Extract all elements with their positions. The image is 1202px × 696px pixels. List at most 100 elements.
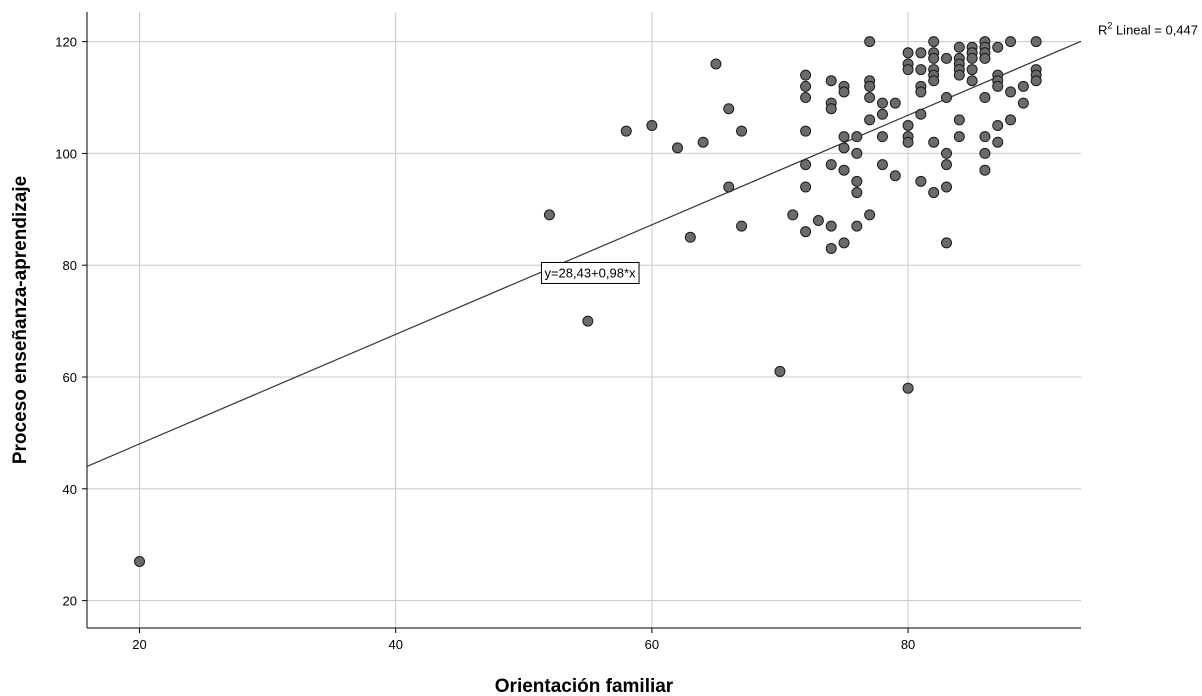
data-point	[902, 64, 914, 76]
grid-lines	[87, 12, 1081, 628]
data-point	[825, 242, 837, 254]
y-tick-label: 40	[63, 482, 77, 497]
data-point	[928, 136, 940, 148]
data-point	[979, 164, 991, 176]
data-point	[941, 52, 953, 64]
data-point	[979, 92, 991, 104]
data-point	[928, 52, 940, 64]
fit-line	[86, 40, 1082, 467]
data-point	[876, 97, 888, 109]
data-point	[941, 159, 953, 171]
data-point	[876, 131, 888, 143]
data-point	[889, 170, 901, 182]
data-point	[800, 181, 812, 193]
data-point	[864, 114, 876, 126]
data-point	[992, 80, 1004, 92]
data-point	[672, 142, 684, 154]
y-tick-label: 20	[63, 594, 77, 609]
data-point	[825, 103, 837, 115]
data-point	[134, 555, 146, 567]
data-point	[876, 159, 888, 171]
data-point	[864, 80, 876, 92]
data-point	[851, 187, 863, 199]
data-point	[710, 58, 722, 70]
data-point	[941, 181, 953, 193]
data-point	[864, 36, 876, 48]
data-point	[902, 119, 914, 131]
data-point	[838, 164, 850, 176]
data-point	[941, 92, 953, 104]
x-tick-label: 60	[645, 637, 659, 652]
data-point	[1017, 80, 1029, 92]
data-point	[800, 69, 812, 81]
y-tick-label: 60	[63, 370, 77, 385]
r2-superscript: 2	[1107, 20, 1112, 30]
data-point	[825, 220, 837, 232]
data-point	[915, 108, 927, 120]
fit-line-group	[86, 40, 1082, 467]
data-point	[902, 382, 914, 394]
x-axis-title: Orientación familiar	[495, 676, 674, 696]
data-point	[979, 147, 991, 159]
data-point	[838, 142, 850, 154]
data-point	[838, 237, 850, 249]
data-point	[825, 75, 837, 87]
equation-label: y=28,43+0,98*x	[544, 265, 636, 280]
data-point	[723, 103, 735, 115]
data-point	[697, 136, 709, 148]
x-tick-label: 80	[901, 637, 915, 652]
data-point	[620, 125, 632, 137]
data-points	[134, 36, 1042, 567]
y-tick-label: 120	[55, 35, 77, 50]
y-tick-label: 80	[63, 258, 77, 273]
data-point	[851, 147, 863, 159]
data-point	[800, 226, 812, 238]
data-point	[864, 92, 876, 104]
data-point	[646, 119, 658, 131]
data-point	[953, 69, 965, 81]
r2-value: Lineal = 0,447	[1112, 22, 1198, 37]
data-point	[1017, 97, 1029, 109]
data-point	[953, 114, 965, 126]
data-point	[928, 75, 940, 87]
data-point	[915, 64, 927, 76]
data-point	[941, 147, 953, 159]
data-point	[966, 52, 978, 64]
data-point	[992, 41, 1004, 53]
data-point	[979, 131, 991, 143]
data-point	[941, 237, 953, 249]
data-point	[800, 92, 812, 104]
y-tick-labels: 20 40 60 80 100 120	[55, 35, 87, 609]
data-point	[582, 315, 594, 327]
data-point	[825, 159, 837, 171]
data-point	[1030, 36, 1042, 48]
axes	[86, 12, 1081, 629]
data-point	[992, 119, 1004, 131]
data-point	[953, 131, 965, 143]
r2-prefix: R	[1098, 22, 1107, 37]
data-point	[1005, 114, 1017, 126]
data-point	[800, 80, 812, 92]
x-tick-labels: 20 40 60 80	[132, 628, 915, 652]
data-point	[876, 108, 888, 120]
data-point	[953, 41, 965, 53]
data-point	[812, 215, 824, 227]
y-axis-title: Proceso enseñanza-aprendizaje	[10, 176, 31, 464]
data-point	[736, 220, 748, 232]
data-point	[966, 75, 978, 87]
data-point	[915, 47, 927, 59]
data-point	[800, 159, 812, 171]
data-point	[851, 175, 863, 187]
data-point	[915, 175, 927, 187]
data-point	[543, 209, 555, 221]
data-point	[851, 131, 863, 143]
data-point	[787, 209, 799, 221]
data-point	[966, 64, 978, 76]
data-point	[774, 365, 786, 377]
r2-label: R2 Lineal = 0,447	[1098, 20, 1198, 37]
data-point	[864, 209, 876, 221]
data-point	[979, 52, 991, 64]
data-point	[838, 86, 850, 98]
data-point	[902, 47, 914, 59]
